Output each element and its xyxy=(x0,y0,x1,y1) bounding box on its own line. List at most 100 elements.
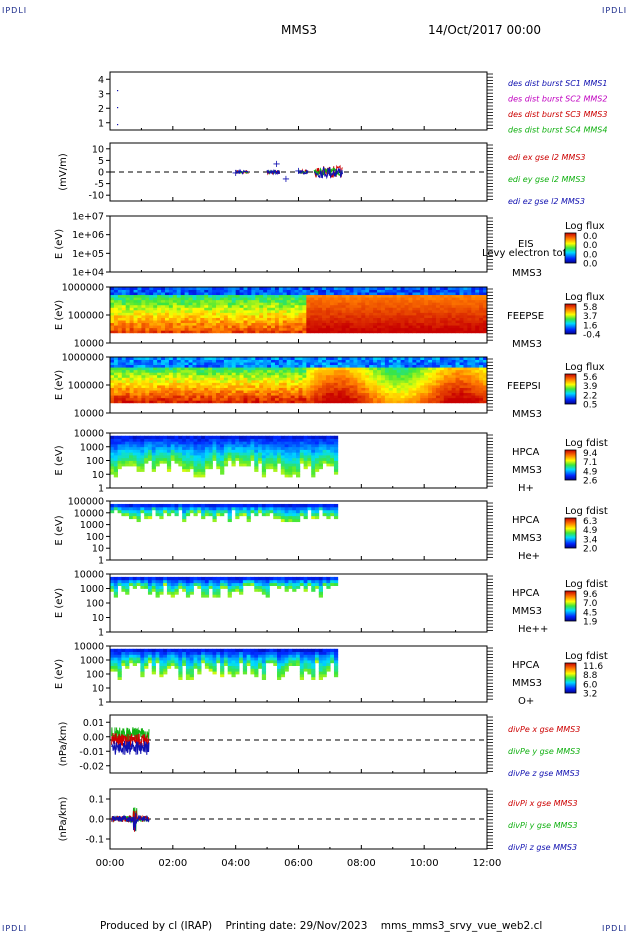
spectrogram-cell xyxy=(155,588,160,592)
spectrogram-cell xyxy=(333,304,339,308)
spectrogram-cell xyxy=(330,457,335,461)
spectrogram-cell xyxy=(255,397,260,401)
spectrogram-cell xyxy=(200,382,205,386)
spectrogram-cell xyxy=(322,372,327,376)
spectrogram-cell xyxy=(128,457,134,461)
spectrogram-cell xyxy=(121,395,127,399)
spectrogram-cell xyxy=(137,292,142,296)
spectrogram-cell xyxy=(196,400,201,404)
spectrogram-cell xyxy=(384,372,390,376)
spectrogram-cell xyxy=(353,397,358,401)
spectrogram-cell xyxy=(212,435,217,439)
spectrogram-cell xyxy=(435,374,441,378)
spectrogram-cell xyxy=(163,503,168,508)
spectrogram-cell xyxy=(349,382,354,386)
spectrogram-cell xyxy=(212,390,217,394)
spectrogram-cell xyxy=(188,392,193,396)
spectrogram-cell xyxy=(447,317,453,321)
spectrogram-cell xyxy=(392,312,398,316)
spectrogram-cell xyxy=(284,474,289,478)
spectrogram-cell xyxy=(182,579,187,584)
spectrogram-cell xyxy=(333,362,339,366)
spectrogram-cell xyxy=(184,317,189,321)
spectrogram-cell xyxy=(365,325,370,329)
spectrogram-cell xyxy=(455,377,460,381)
spectrogram-cell xyxy=(306,299,311,303)
spectrogram-cell xyxy=(294,297,299,301)
spectrogram-cell xyxy=(310,395,315,399)
spectrogram-cell xyxy=(274,382,280,386)
spectrogram-cell xyxy=(239,449,244,453)
spectrogram-cell xyxy=(369,395,374,399)
spectrogram-cell xyxy=(439,294,445,298)
spectrogram-cell xyxy=(318,506,323,511)
spectrogram-cell xyxy=(290,287,295,290)
spectrogram-cell xyxy=(290,364,295,368)
spectrogram-cell xyxy=(294,372,299,376)
spectrogram-cell xyxy=(117,466,122,470)
spectrogram-cell xyxy=(182,585,187,589)
spectrogram-cell xyxy=(349,312,354,316)
spectrogram-cell xyxy=(259,292,264,296)
spectrogram-cell xyxy=(479,382,484,386)
spectrogram-cell xyxy=(254,455,259,459)
spectrogram-cell xyxy=(377,395,382,399)
colorbar-title: Log flux xyxy=(565,292,605,303)
spectrogram-cell xyxy=(176,385,182,388)
spectrogram-cell xyxy=(216,455,221,459)
spectrogram-cell xyxy=(467,379,472,383)
spectrogram-cell xyxy=(451,374,456,378)
spectrogram-cell xyxy=(200,307,205,311)
spectrogram-cell xyxy=(172,385,178,388)
spectrogram-cell xyxy=(333,309,339,313)
spectrogram-cell xyxy=(365,364,370,368)
spectrogram-cell xyxy=(479,359,484,363)
spectrogram-cell xyxy=(128,441,134,445)
spectrogram-cell xyxy=(258,438,263,442)
spectrogram-cell xyxy=(231,304,237,308)
instrument-label: HPCA xyxy=(512,447,540,458)
spectrogram-cell xyxy=(475,317,480,321)
spectrogram-cell xyxy=(157,325,162,329)
spectrogram-cell xyxy=(267,302,272,306)
spectrogram-cell xyxy=(178,579,183,584)
spectrogram-cell xyxy=(325,315,331,318)
spectrogram-cell xyxy=(361,374,366,378)
spectrogram-cell xyxy=(396,317,402,321)
spectrogram-cell xyxy=(273,446,278,450)
spectrogram-cell xyxy=(255,289,260,293)
spectrogram-cell xyxy=(294,309,299,313)
spectrogram-cell xyxy=(227,509,232,514)
spectrogram-cell xyxy=(365,309,370,313)
spectrogram-cell xyxy=(196,385,201,388)
species-label: H+ xyxy=(518,483,534,494)
spectrogram-cell xyxy=(178,438,183,442)
spectrogram-cell xyxy=(161,287,166,290)
spectrogram-cell xyxy=(325,307,331,311)
spectrogram-cell xyxy=(265,455,270,459)
spectrogram-cell xyxy=(121,357,127,360)
spectrogram-cell xyxy=(251,385,256,388)
spectrogram-cell xyxy=(373,385,378,388)
spectrogram-cell xyxy=(322,455,327,459)
spectrogram-cell xyxy=(223,364,229,368)
spectrogram-cell xyxy=(159,441,164,445)
spectrogram-cell xyxy=(404,322,409,326)
spectrogram-cell xyxy=(443,377,449,381)
spectrogram-cell xyxy=(475,385,480,388)
spectrogram-cell xyxy=(133,397,138,401)
spectrogram-cell xyxy=(353,382,358,386)
spectrogram-cell xyxy=(467,400,472,404)
spectrogram-cell xyxy=(212,455,217,459)
spectrogram-cell xyxy=(280,512,286,517)
spectrogram-cell xyxy=(459,382,464,386)
spectrogram-cell xyxy=(231,374,237,378)
spectrogram-cell xyxy=(255,297,260,301)
spectrogram-cell xyxy=(318,317,323,321)
spectrogram-cell xyxy=(155,591,160,595)
spectrogram-cell xyxy=(208,392,213,396)
spectrogram-cell xyxy=(192,385,197,388)
spectrogram-cell xyxy=(261,463,267,467)
spectrogram-cell xyxy=(337,367,343,371)
spectrogram-cell xyxy=(212,576,217,581)
